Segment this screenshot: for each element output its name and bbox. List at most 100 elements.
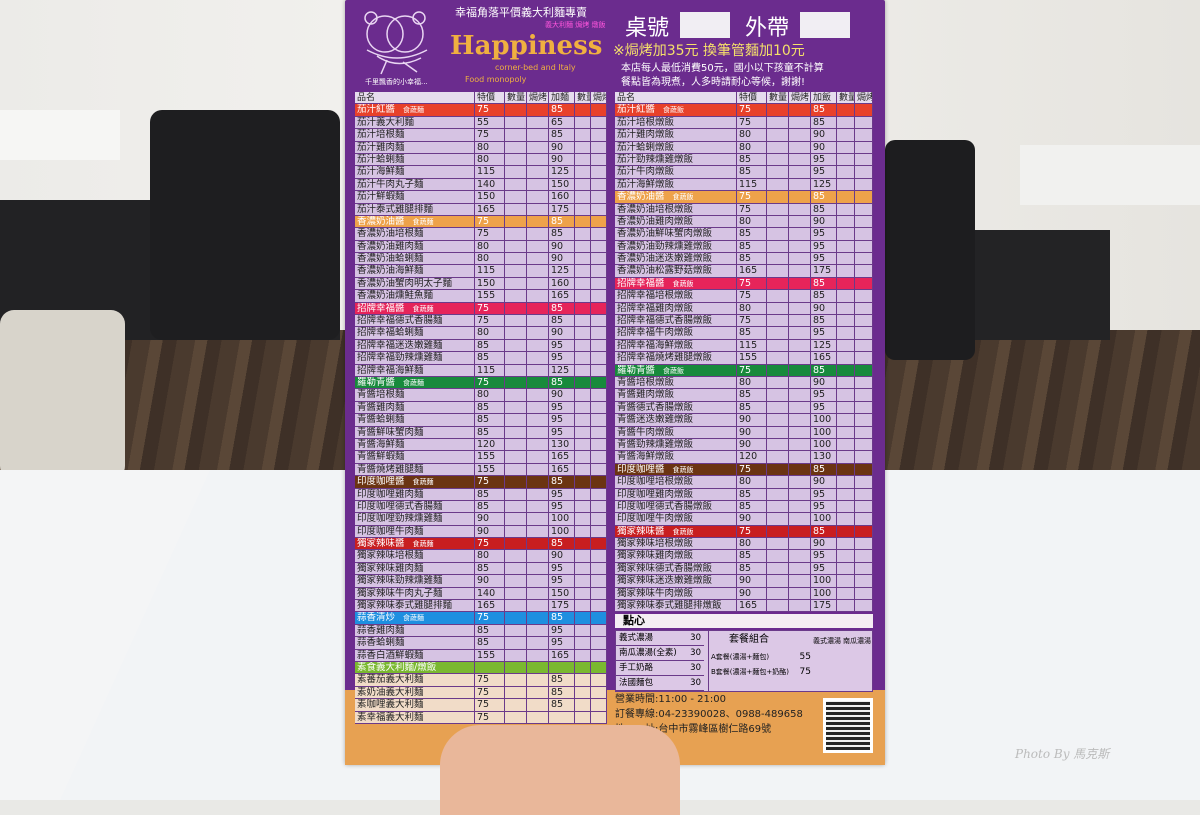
bake-cell (527, 513, 549, 525)
menu-item-row: 青醬德式香腸燉飯 85 95 (615, 401, 873, 415)
bake-cell (855, 141, 873, 153)
plus-price: 95 (549, 339, 575, 352)
plus-price: 95 (549, 637, 575, 649)
bake-cell (789, 451, 811, 463)
menu-item-row: 茄汁蛤蜊麵 80 90 (355, 153, 607, 167)
qty-cell (837, 550, 855, 562)
special-price: 80 (737, 141, 767, 153)
bake-cell (789, 600, 811, 612)
special-price: 75 (737, 463, 767, 476)
qty-cell (505, 376, 527, 389)
qty-cell (837, 129, 855, 141)
special-price: 165 (475, 203, 505, 215)
bake-cell (527, 426, 549, 438)
qty-cell (575, 624, 591, 637)
bake-cell (789, 178, 811, 191)
plus-price: 85 (811, 203, 837, 215)
menu-item-row: 素奶油義大利麵 75 85 (355, 686, 607, 700)
qty-cell (837, 401, 855, 414)
bake-cell (591, 228, 607, 240)
plus-price: 90 (811, 215, 837, 228)
bake-cell (527, 699, 549, 711)
menu-item-row: 獨家辣味牛肉丸子麵 140 150 (355, 587, 607, 601)
black-chair (150, 110, 340, 340)
qty-cell (575, 550, 591, 562)
bake-cell (855, 401, 873, 414)
section-row: 香濃奶油醬 食蔬麵 75 85 (355, 215, 607, 229)
bake-cell (591, 253, 607, 265)
special-price: 150 (475, 191, 505, 203)
qty-cell (767, 463, 789, 476)
item-name: 印度咖哩德式香腸燉飯 (615, 500, 737, 513)
section-name: 蒜香清炒 食蔬麵 (355, 612, 475, 624)
menu-item-row: 素咖哩義大利麵 75 85 (355, 699, 607, 712)
column-header: 數量 (575, 92, 591, 104)
bake-cell (591, 637, 607, 649)
qty-cell (505, 191, 527, 203)
tagline: 千里飄香的小幸福... (365, 78, 428, 86)
combo-item: A套餐(濃湯+麵包) 55 (711, 653, 811, 662)
section-row: 招牌幸福醬 食蔬飯 75 85 (615, 277, 873, 291)
special-price: 90 (737, 438, 767, 451)
qty-cell (767, 265, 789, 277)
item-name: 蒜香雞肉麵 (355, 624, 475, 637)
qty-cell (767, 215, 789, 228)
qty-cell (505, 476, 527, 488)
store-info: 營業時間:11:00 - 21:00 訂餐專線:04-23390028、0988… (615, 692, 803, 737)
item-name: 素幸福義大利麵 (355, 711, 475, 723)
special-price: 80 (737, 129, 767, 141)
bake-cell (789, 215, 811, 228)
snack-name: 手工奶酪 (619, 663, 654, 673)
item-name: 香濃奶油松露野菇燉飯 (615, 265, 737, 277)
menu-item-row: 獨家辣味培根燉飯 80 90 (615, 538, 873, 551)
item-name: 招牌幸福德式香腸燉飯 (615, 315, 737, 327)
item-name: 青醬培根麵 (355, 389, 475, 401)
section-title: 招牌幸福醬 (617, 277, 665, 289)
qty-cell (837, 153, 855, 166)
menu-item-row: 招牌幸福勁辣燻雞麵 85 95 (355, 352, 607, 365)
special-price: 85 (737, 401, 767, 414)
special-price: 75 (737, 364, 767, 376)
bake-cell (591, 587, 607, 600)
bake-cell (527, 327, 549, 339)
qty-cell (767, 302, 789, 315)
plus-price: 95 (811, 500, 837, 513)
combo-item: B套餐(濃湯+麵包+奶酪) 75 (711, 668, 811, 677)
special-price: 75 (475, 302, 505, 315)
pasta-price-table: 品名特價數量焗烤加麵數量焗烤茄汁紅醬食蔬麵7585茄汁義大利麵5565茄汁培根麵… (355, 92, 607, 724)
special-price: 80 (737, 376, 767, 389)
section-name: 獨家辣味醬 食蔬麵 (355, 538, 475, 550)
qty-cell (837, 191, 855, 203)
combo-title: 套餐組合 (729, 634, 769, 645)
special-price: 85 (737, 240, 767, 253)
special-price: 90 (475, 525, 505, 538)
special-price: 155 (475, 649, 505, 661)
plus-price: 90 (811, 302, 837, 315)
qty-cell (575, 352, 591, 364)
bake-cell (527, 315, 549, 327)
plus-price: 100 (811, 426, 837, 438)
qty-cell (767, 426, 789, 438)
special-price: 85 (475, 637, 505, 649)
bake-cell (789, 376, 811, 389)
section-title: 招牌幸福醬 (357, 302, 405, 314)
bake-cell (855, 290, 873, 302)
qty-cell (837, 488, 855, 500)
qty-cell (837, 500, 855, 513)
plus-price: 95 (549, 624, 575, 637)
menu-item-row: 印度咖哩牛肉麵 90 100 (355, 525, 607, 539)
plus-price: 95 (549, 488, 575, 500)
special-price: 55 (475, 116, 505, 129)
qty-cell (505, 451, 527, 463)
menu-item-row: 香濃奶油勁辣燻雞燉飯 85 95 (615, 240, 873, 254)
special-price: 75 (475, 699, 505, 711)
section-title: 香濃奶油醬 (617, 191, 665, 203)
plus-price: 125 (549, 265, 575, 277)
item-name: 香濃奶油燻鮭魚麵 (355, 290, 475, 302)
plus-price: 95 (549, 414, 575, 426)
qr-code-icon (823, 698, 873, 753)
section-title: 獨家辣味醬 (357, 538, 405, 550)
bake-cell (789, 426, 811, 438)
plus-price: 90 (549, 327, 575, 339)
qty-cell (575, 451, 591, 463)
